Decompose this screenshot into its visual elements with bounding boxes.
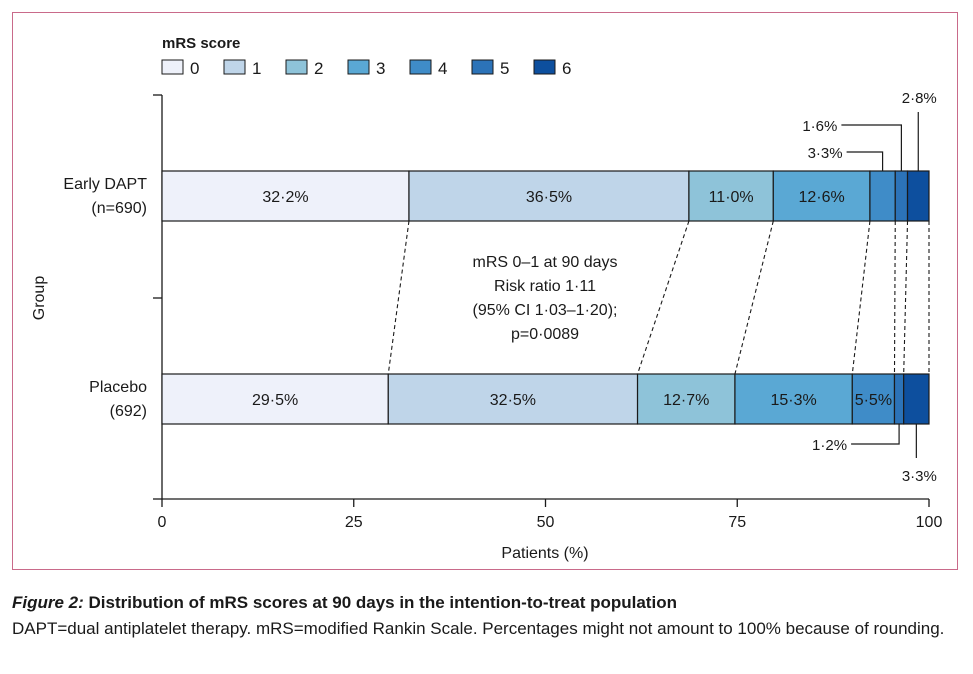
bar-segment-g0-mrs5 <box>894 170 909 222</box>
callout-label-early-mrs5: 1·6% <box>802 118 837 135</box>
annotation-line-1: Risk ratio 1·11 <box>494 278 596 295</box>
bar-segment-g1-mrs6 <box>903 373 930 425</box>
legend-label-6: 6 <box>562 59 571 78</box>
x-tick-label-0: 0 <box>158 514 167 531</box>
connector-2 <box>734 220 774 375</box>
legend-label-0: 0 <box>190 59 199 78</box>
callout-label-early-mrs4: 3·3% <box>808 145 843 162</box>
bar-segment-g0-mrs0 <box>161 170 410 222</box>
bar-segment-g1-mrs5 <box>893 373 905 425</box>
connector-5 <box>903 220 909 375</box>
bar-segment-g1-mrs3 <box>734 373 853 425</box>
legend-label-2: 2 <box>314 59 323 78</box>
bars: 32·2% 36·5% 11·0% 12·6% Early DAPT (n=690) 29·… <box>63 170 930 425</box>
callouts: 3·3% 1·6% 2·8% 1·2% 3·3% <box>802 90 937 485</box>
bar-label-g1-mrs4: 5·5% <box>855 392 892 409</box>
callout-label-placebo-mrs6: 3·3% <box>902 468 937 485</box>
bar-label-g0-mrs1: 36·5% <box>526 189 572 206</box>
figure-frame <box>12 12 958 570</box>
group-label-1-line2: (692) <box>110 403 147 420</box>
stacked-bar-chart: mRS score 0 1 2 3 4 5 6 0 25 50 75 100 32·2% 36·5% 1… <box>31 35 943 562</box>
bar-segment-g0-mrs4 <box>869 170 896 222</box>
bar-segment-g0-mrs1 <box>408 170 690 222</box>
bar-label-g1-mrs0: 29·5% <box>252 392 298 409</box>
connector-4 <box>893 220 896 375</box>
bar-label-g1-mrs3: 15·3% <box>770 392 816 409</box>
legend-label-1: 1 <box>252 59 261 78</box>
legend-swatch-5 <box>471 59 494 75</box>
bar-segment-g1-mrs0 <box>161 373 389 425</box>
legend-swatch-6 <box>533 59 556 75</box>
bar-label-g1-mrs1: 32·5% <box>490 392 536 409</box>
bar-segment-g0-mrs3 <box>772 170 871 222</box>
callout-label-placebo-mrs5: 1·2% <box>812 437 847 454</box>
legend-swatch-3 <box>347 59 370 75</box>
bar-label-g0-mrs0: 32·2% <box>262 189 308 206</box>
group-label-0-line2: (n=690) <box>91 200 147 217</box>
caption-title: Distribution of mRS scores at 90 days in… <box>88 593 677 612</box>
y-axis-label: Group <box>31 276 48 321</box>
x-axis-label: Patients (%) <box>501 545 588 562</box>
legend: 0 1 2 3 4 5 6 <box>161 59 571 78</box>
x-tick-label-25: 25 <box>345 514 363 531</box>
legend-label-5: 5 <box>500 59 509 78</box>
legend-label-4: 4 <box>438 59 447 78</box>
callout-label-early-mrs6: 2·8% <box>902 90 937 107</box>
connector-0 <box>387 220 410 375</box>
bar-segment-g0-mrs2 <box>688 170 774 222</box>
annotation-line-2: (95% CI 1·03–1·20); <box>473 302 618 319</box>
caption-text: DAPT=dual antiplatelet therapy. mRS=modi… <box>12 619 945 638</box>
bar-segment-g1-mrs1 <box>387 373 639 425</box>
legend-swatch-4 <box>409 59 432 75</box>
callout-line-early-mrs4 <box>846 151 884 171</box>
group-label-1-line1: Placebo <box>89 379 147 396</box>
bar-segment-g1-mrs2 <box>636 373 736 425</box>
connector-3 <box>851 220 871 375</box>
bar-label-g1-mrs2: 12·7% <box>663 392 709 409</box>
legend-title: mRS score <box>162 35 240 52</box>
x-tick-label-50: 50 <box>537 514 555 531</box>
connector-lines <box>387 220 930 375</box>
axes: 0 25 50 75 100 <box>153 94 943 531</box>
legend-swatch-1 <box>223 59 246 75</box>
connector-1 <box>637 220 690 375</box>
x-tick-label-100: 100 <box>916 514 943 531</box>
caption-label: Figure 2: <box>12 593 84 612</box>
group-label-0-line1: Early DAPT <box>63 176 147 193</box>
callout-line-early-mrs5 <box>841 124 902 171</box>
annotation-line-0: mRS 0–1 at 90 days <box>473 254 618 271</box>
legend-swatch-0 <box>161 59 184 75</box>
bar-segment-g0-mrs6 <box>906 170 930 222</box>
legend-label-3: 3 <box>376 59 385 78</box>
bar-label-g0-mrs3: 12·6% <box>798 189 844 206</box>
bar-label-g0-mrs2: 11·0% <box>709 189 754 206</box>
legend-swatch-2 <box>285 59 308 75</box>
x-tick-label-75: 75 <box>728 514 746 531</box>
risk-ratio-annotation: mRS 0–1 at 90 days Risk ratio 1·11 (95% CI… <box>473 254 618 343</box>
bar-segment-g1-mrs4 <box>851 373 896 425</box>
callout-line-placebo-mrs5 <box>851 424 900 445</box>
annotation-line-3: p=0·0089 <box>511 326 579 343</box>
figure-caption: Figure 2: Distribution of mRS scores at … <box>12 590 957 642</box>
